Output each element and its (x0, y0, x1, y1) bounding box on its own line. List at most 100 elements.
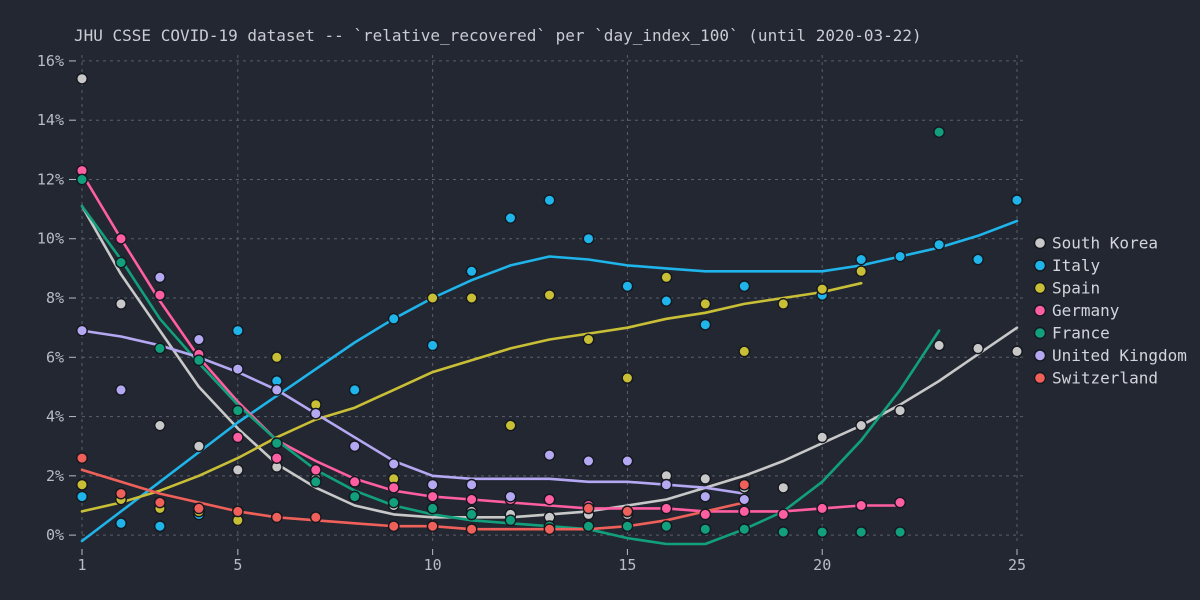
data-point (504, 212, 517, 224)
data-point (582, 520, 595, 533)
data-point (621, 455, 634, 467)
data-point (387, 312, 400, 325)
data-point (270, 452, 283, 464)
data-point (699, 297, 712, 310)
data-point (894, 250, 906, 263)
x-tick-label: 20 (813, 556, 831, 574)
data-point (348, 475, 361, 488)
y-tick-label: 8% (46, 289, 64, 307)
data-point (192, 354, 205, 367)
data-point (816, 283, 829, 295)
data-point (348, 490, 361, 503)
data-point (76, 452, 88, 464)
data-point (855, 253, 868, 266)
axis-layer: 0%2%4%6%8%10%12%14%16%1 5 10 15 20 25 (37, 52, 1026, 574)
data-point (621, 280, 634, 293)
data-point (738, 478, 751, 491)
legend: South Korea Italy Spain Germany France United… (1033, 234, 1187, 388)
data-point (504, 514, 517, 527)
legend-label: France (1052, 324, 1110, 343)
data-point (816, 431, 829, 444)
x-tick-label: 10 (424, 556, 442, 574)
legend-label: United Kingdom (1052, 346, 1187, 365)
legend-marker (1033, 236, 1047, 250)
data-point (76, 72, 88, 85)
data-point (76, 324, 88, 337)
data-point (1011, 194, 1023, 207)
data-point (231, 324, 244, 337)
legend-marker (1033, 326, 1047, 340)
data-point (153, 496, 166, 509)
data-point (933, 339, 945, 352)
data-point (738, 505, 751, 518)
data-point (933, 238, 945, 251)
data-point (660, 295, 673, 307)
data-point (972, 342, 984, 355)
data-point (270, 383, 283, 396)
data-point (387, 520, 400, 533)
data-point (582, 502, 595, 515)
data-point (115, 232, 127, 245)
data-point (777, 508, 790, 521)
data-point (387, 458, 400, 470)
data-point (855, 265, 868, 278)
data-points (76, 72, 1023, 538)
data-point (543, 289, 556, 301)
data-point (738, 523, 751, 536)
data-point (270, 437, 283, 450)
x-tick-label: 25 (1008, 556, 1026, 574)
data-point (387, 496, 400, 509)
data-point (543, 523, 556, 536)
data-point (504, 419, 517, 432)
data-point (115, 517, 127, 530)
trend-lines (80, 172, 1019, 546)
data-point (660, 502, 673, 515)
data-point (699, 472, 712, 485)
data-point (972, 253, 984, 266)
data-point (115, 256, 127, 269)
data-point (270, 351, 283, 364)
legend-label: Spain (1052, 279, 1100, 298)
trend-line (80, 468, 746, 531)
data-point (76, 478, 88, 491)
y-tick-label: 16% (37, 52, 64, 70)
data-point (426, 478, 439, 491)
y-tick-label: 10% (37, 230, 64, 248)
data-point (894, 526, 906, 538)
data-point (153, 289, 166, 301)
data-point (231, 363, 244, 375)
y-tick-label: 6% (46, 348, 64, 366)
grid-layer (81, 55, 1025, 544)
data-point (309, 511, 322, 524)
data-point (855, 419, 868, 432)
data-point (115, 487, 127, 500)
data-point (309, 407, 322, 420)
data-point (582, 333, 595, 346)
data-point (738, 493, 751, 506)
data-point (816, 526, 829, 538)
data-point (115, 383, 127, 396)
legend-label: Switzerland (1052, 369, 1158, 388)
data-point (465, 478, 478, 491)
data-point (582, 455, 595, 467)
legend-marker (1033, 304, 1047, 317)
data-point (465, 523, 478, 536)
data-point (894, 496, 906, 509)
data-point (426, 292, 439, 304)
data-point (348, 383, 361, 396)
y-tick-label: 12% (37, 170, 64, 188)
data-point (816, 502, 829, 515)
data-point (621, 505, 634, 518)
data-point (465, 265, 478, 278)
legend-marker (1033, 281, 1047, 295)
data-point (855, 526, 868, 538)
data-point (465, 493, 478, 506)
data-point (699, 490, 712, 503)
data-point (465, 508, 478, 521)
trend-line (80, 219, 1019, 543)
data-point (699, 318, 712, 331)
data-point (699, 523, 712, 536)
data-point (1011, 345, 1023, 358)
